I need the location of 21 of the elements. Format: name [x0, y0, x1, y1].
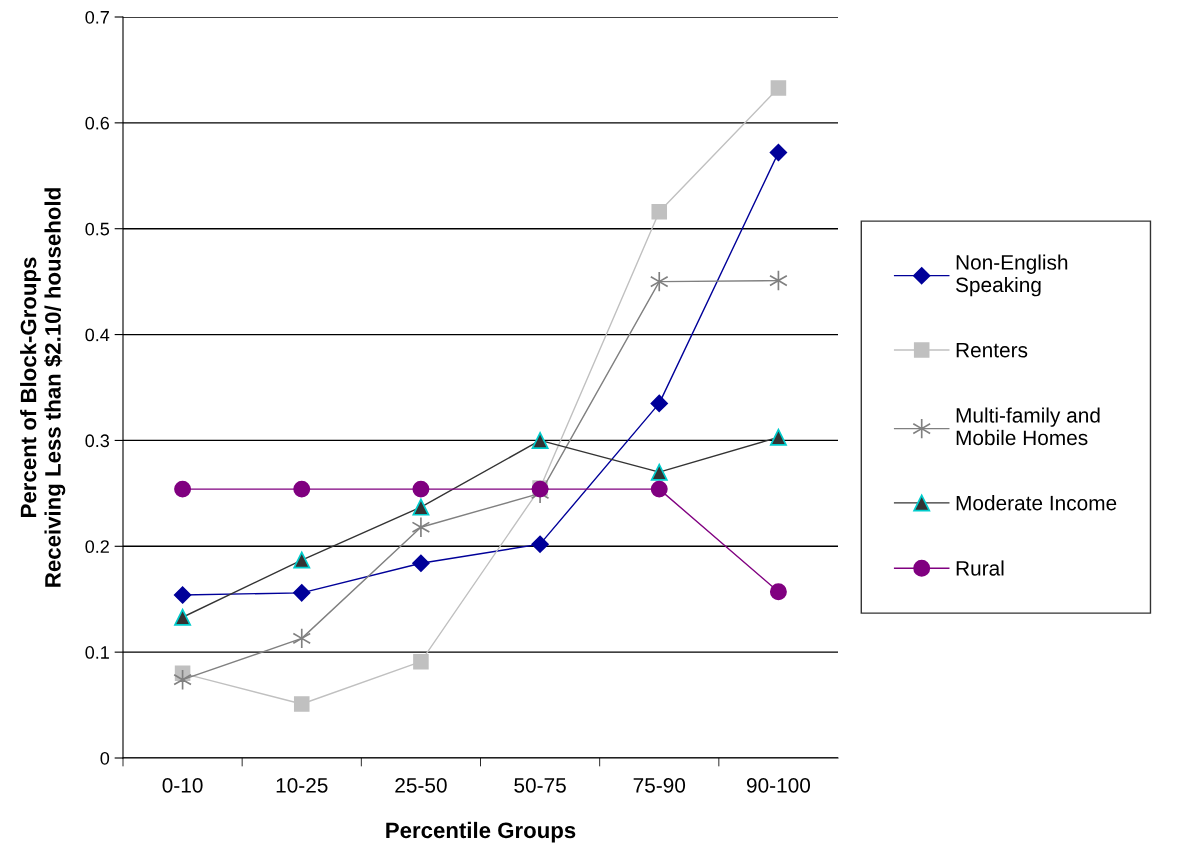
- y-axis-title: Percent of Block-Groups Receiving Less than $2.10/ household: [20, 188, 66, 587]
- x-tick-label: 50-75: [514, 777, 566, 793]
- y-tick-label: 0.7: [85, 10, 109, 24]
- legend-label: Moderate Income: [956, 495, 1117, 511]
- y-tick-label: 0.1: [85, 646, 109, 659]
- y-tick-label: 0.4: [85, 328, 110, 342]
- x-tick-label: 0-10: [162, 777, 203, 793]
- x-tick-label: 10-25: [276, 777, 328, 793]
- legend-label: Rural: [956, 560, 1004, 576]
- legend-label: Non-English Speaking: [955, 254, 1068, 297]
- x-tick-label: 75-90: [633, 777, 686, 793]
- legend-label: Multi-family and Mobile Homes: [956, 407, 1100, 446]
- y-tick-label: 0.3: [85, 434, 110, 448]
- y-tick-label: 0.6: [85, 116, 110, 130]
- y-tick-label: 0: [100, 751, 110, 765]
- x-axis-title: Percentile Groups: [386, 821, 576, 843]
- y-tick-label: 0.5: [85, 222, 110, 236]
- x-tick-label: 25-50: [395, 777, 447, 793]
- legend-label: Renters: [956, 342, 1028, 358]
- y-tick-label: 0.2: [85, 540, 109, 554]
- x-tick-label: 90-100: [746, 777, 811, 793]
